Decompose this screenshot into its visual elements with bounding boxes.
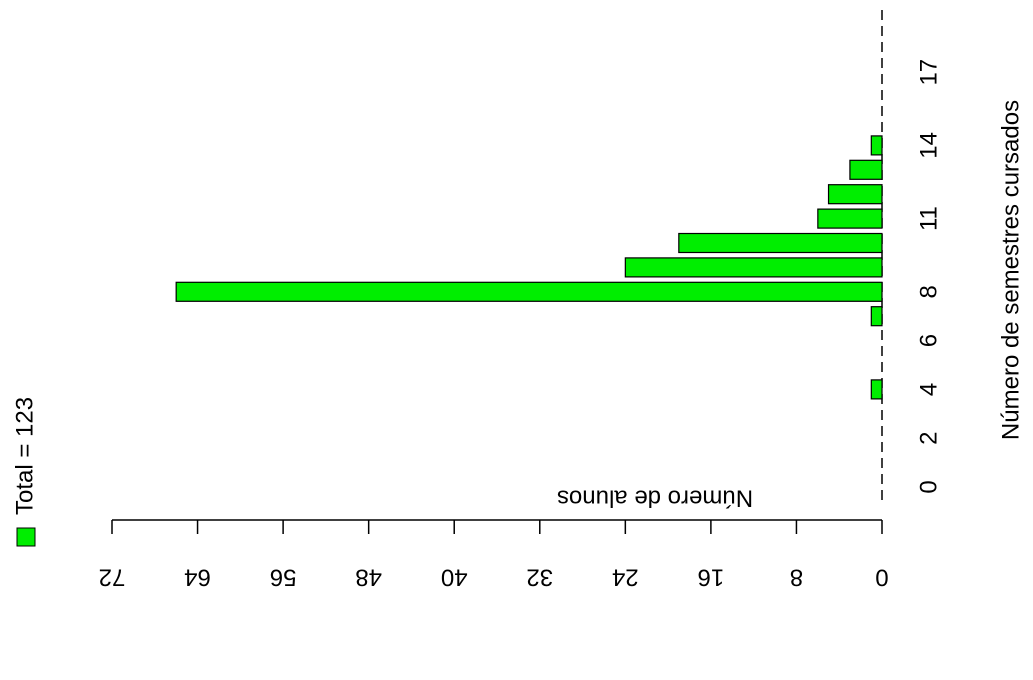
legend-swatch [16, 527, 36, 547]
bar [849, 159, 883, 180]
y-tick-label: 6 [915, 334, 942, 347]
x-tick-label: 40 [441, 564, 468, 591]
bar [870, 379, 883, 400]
x-axis-title: Número de alunos [557, 485, 753, 512]
bar [870, 135, 883, 156]
y-tick-label: 0 [915, 480, 942, 493]
x-tick-label: 48 [355, 564, 382, 591]
bar [817, 208, 883, 229]
bar [870, 306, 883, 327]
bar [624, 257, 883, 278]
y-axis-title: Número de semestres cursados [997, 100, 1024, 440]
x-tick-label: 56 [270, 564, 297, 591]
x-tick-label: 0 [875, 564, 888, 591]
y-tick-label: 11 [915, 206, 942, 231]
bar [827, 184, 883, 205]
y-tick-label: 17 [915, 59, 942, 86]
x-tick-label: 8 [790, 564, 803, 591]
y-tick-label: 8 [915, 285, 942, 298]
x-tick-label: 16 [698, 564, 725, 591]
x-tick-label: 24 [612, 564, 639, 591]
y-tick-label: 14 [915, 132, 942, 159]
x-tick-label: 32 [526, 564, 553, 591]
y-tick-label: 4 [915, 383, 942, 396]
x-tick-label: 64 [184, 564, 211, 591]
legend-label: Total = 123 [11, 397, 38, 515]
bar [175, 281, 883, 302]
x-tick-label: 72 [99, 564, 126, 591]
bar [678, 232, 883, 254]
y-tick-label: 2 [915, 432, 942, 445]
